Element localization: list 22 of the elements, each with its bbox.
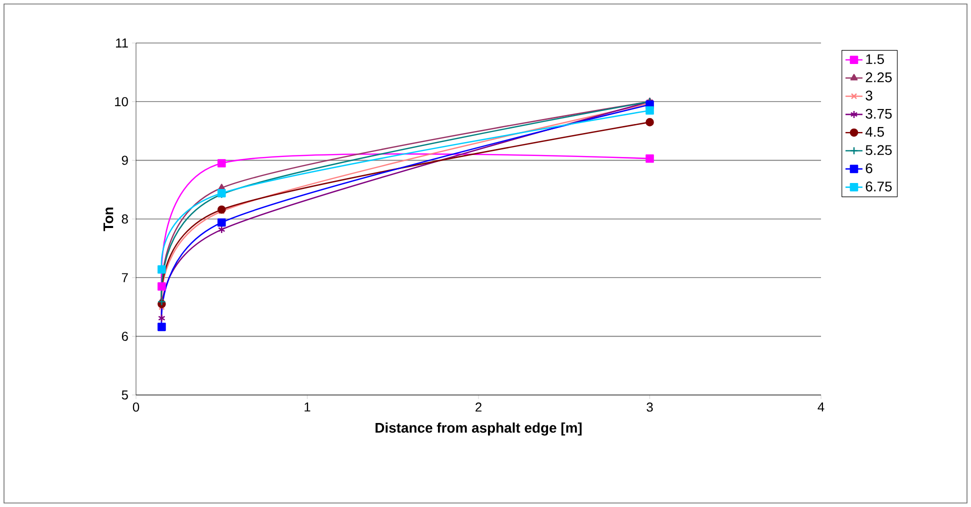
legend-label: 6.75 [866,182,892,192]
legend-label: 4.5 [865,127,884,137]
legend-label: 3 [866,90,872,100]
y-tick-label: 5 [122,390,128,400]
legend-label: 2.25 [866,72,892,82]
legend-label: 6 [866,163,872,174]
y-tick-label: 7 [122,273,128,282]
y-tick-label: 10 [115,97,128,106]
legend-label: 3.75 [866,108,892,119]
x-axis-title: Distance from asphalt edge [m] [376,422,582,436]
y-tick-label: 9 [122,156,128,165]
y-tick-label: 8 [122,214,128,224]
x-tick-label: 1 [304,402,310,412]
y-axis-title: Ton [104,208,114,232]
x-tick-label: 3 [646,402,653,412]
x-tick-label: 4 [818,402,824,412]
legend-label: 1.5 [866,54,884,64]
legend-label: 5.25 [866,145,892,156]
x-tick-label: 0 [132,402,140,412]
y-tick-label: 6 [122,332,128,341]
x-tick-label: 2 [476,402,482,412]
y-tick-label: 11 [116,38,128,48]
